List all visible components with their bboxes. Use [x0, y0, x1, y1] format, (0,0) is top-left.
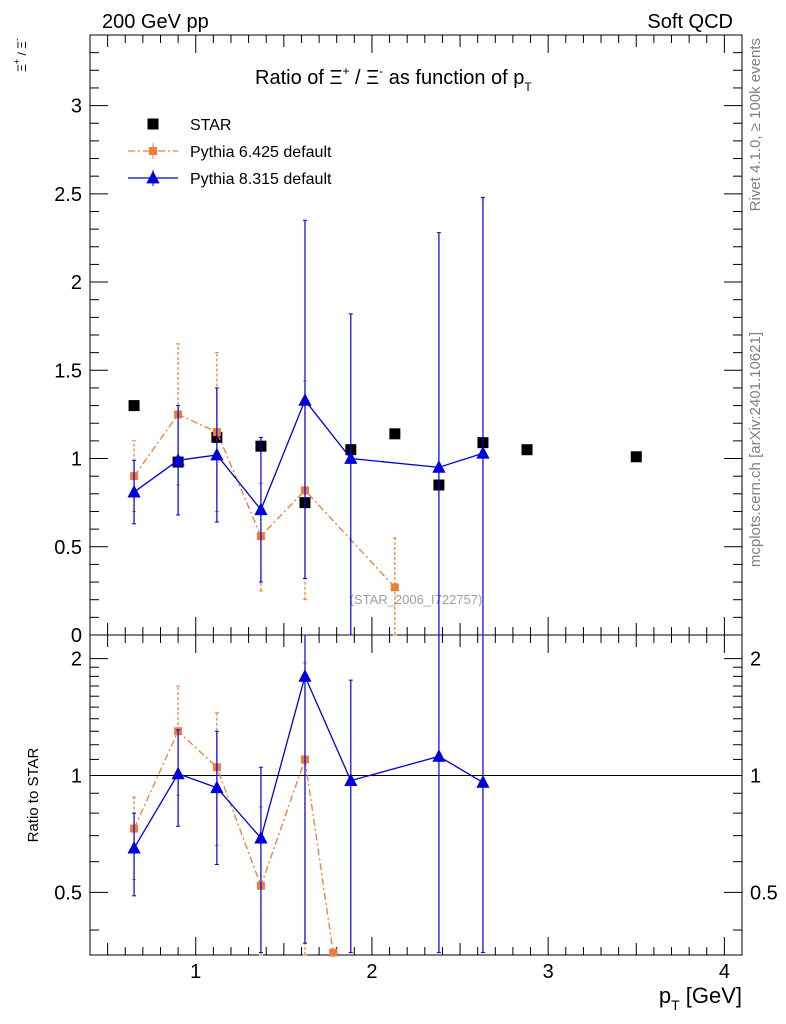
pythia8-point	[254, 502, 268, 516]
ratio-plot-frame	[89, 634, 743, 956]
main-y-tick-label: 1.5	[54, 360, 82, 382]
ratio-pythia6-series-line	[133, 730, 334, 953]
ratio-y-tick-label-left: 0.5	[54, 882, 82, 904]
x-tick-label: 3	[543, 961, 554, 983]
ratio-pythia8-point	[298, 669, 312, 682]
star-point	[128, 400, 140, 412]
x-axis-label: pT [GeV]	[659, 983, 742, 1013]
ratio-y-tick-label-right: 1	[750, 765, 761, 787]
rivet-version-label: Rivet 4.1.0, ≥ 100k events	[747, 38, 764, 211]
title-sup-plus: +	[342, 64, 349, 78]
ratio-pythia8-point	[476, 775, 490, 788]
xlabel-unit: [GeV]	[680, 983, 742, 1008]
xlabel-sub-t: T	[671, 997, 680, 1013]
main-y-tick-label: 0	[71, 625, 82, 647]
analysis-watermark: (STAR_2006_I722757)	[350, 592, 483, 607]
legend-label: STAR	[190, 117, 231, 134]
pythia8-series-line	[133, 399, 484, 511]
title-sub-t: T	[524, 80, 532, 94]
x-tick-label: 4	[719, 961, 730, 983]
title-xi-minus: Ξ	[366, 67, 379, 89]
x-tick-label: 2	[366, 961, 377, 983]
legend: STAR Pythia 6.425 default Pythia 8.315 def…	[128, 117, 332, 188]
main-y-tick-label: 1	[71, 449, 82, 471]
star-point	[630, 451, 642, 463]
title-tail: as function of p	[383, 67, 524, 89]
ratio-y-tick-label-right: 0.5	[750, 882, 778, 904]
ratio-y-tick-label-left: 1	[71, 765, 82, 787]
ratio-pythia8-point	[210, 780, 224, 794]
main-y-tick-label: 2	[71, 272, 82, 294]
ratio-plot-ticks: 0.5 0.5 1 1 2 2 1 2 3 4	[54, 635, 778, 983]
pythia8-point	[344, 451, 358, 464]
pythia8-point	[210, 447, 224, 461]
ratio-pythia8-point	[127, 840, 141, 854]
ratio-pythia8-series-line	[133, 674, 484, 849]
header-left-label: 200 GeV pp	[102, 11, 209, 33]
main-y-axis-label: Ξ+ / Ξ-	[12, 38, 29, 72]
header-right-label: Soft QCD	[647, 11, 733, 33]
legend-label: Pythia 8.315 default	[190, 171, 332, 188]
legend-label: Pythia 6.425 default	[190, 144, 332, 161]
star-point	[521, 444, 533, 456]
title-xi-plus: Ξ	[329, 67, 342, 89]
ylabel-slash: /	[15, 49, 29, 59]
mcplots-label: mcplots.cern.ch [arXiv:2401.10621]	[747, 332, 764, 567]
title-slash: /	[350, 67, 367, 89]
ylabel-xi-minus: Ξ	[15, 41, 29, 49]
pythia6-point	[390, 583, 399, 592]
pythia8-point	[432, 460, 446, 473]
legend-marker	[149, 147, 157, 155]
title-lead: Ratio of	[255, 67, 329, 89]
ratio-pythia8-point	[171, 766, 185, 780]
main-plot-frame	[89, 34, 743, 636]
ratio-y-axis-label: Ratio to STAR	[25, 747, 42, 842]
pythia8-point	[476, 446, 490, 459]
xlabel-p: p	[659, 983, 671, 1008]
legend-marker	[146, 170, 160, 184]
star-point	[389, 428, 401, 440]
main-y-tick-label: 3	[71, 96, 82, 118]
x-tick-label: 1	[190, 961, 201, 983]
title-sup-minus: -	[379, 64, 383, 78]
ratio-pythia8-point	[432, 749, 446, 762]
ylabel-sup-minus: -	[12, 38, 22, 41]
ylabel-xi-plus: Ξ	[15, 64, 29, 72]
main-plot-title: Ratio of Ξ+ / Ξ- as function of pT	[255, 64, 532, 94]
main-y-tick-label: 2.5	[54, 184, 82, 206]
main-y-tick-label: 0.5	[54, 537, 82, 559]
legend-marker	[147, 118, 159, 130]
ratio-plot-series	[127, 634, 490, 957]
pythia8-point	[298, 393, 312, 406]
pythia6-series-line	[133, 413, 396, 588]
pythia8-point	[171, 453, 185, 466]
ratio-y-tick-label-left: 2	[71, 649, 82, 671]
ratio-pythia8-point	[254, 830, 268, 844]
ratio-pythia8-point	[344, 773, 358, 787]
pythia8-point	[127, 484, 141, 498]
ratio-y-tick-label-right: 2	[750, 649, 761, 671]
main-plot-ticks: 0 0.5 1 1.5 2 2.5 3	[54, 35, 742, 647]
ratio-pythia6-point	[329, 948, 338, 957]
ylabel-sup-plus: +	[12, 59, 22, 64]
main-plot-series	[127, 196, 642, 636]
